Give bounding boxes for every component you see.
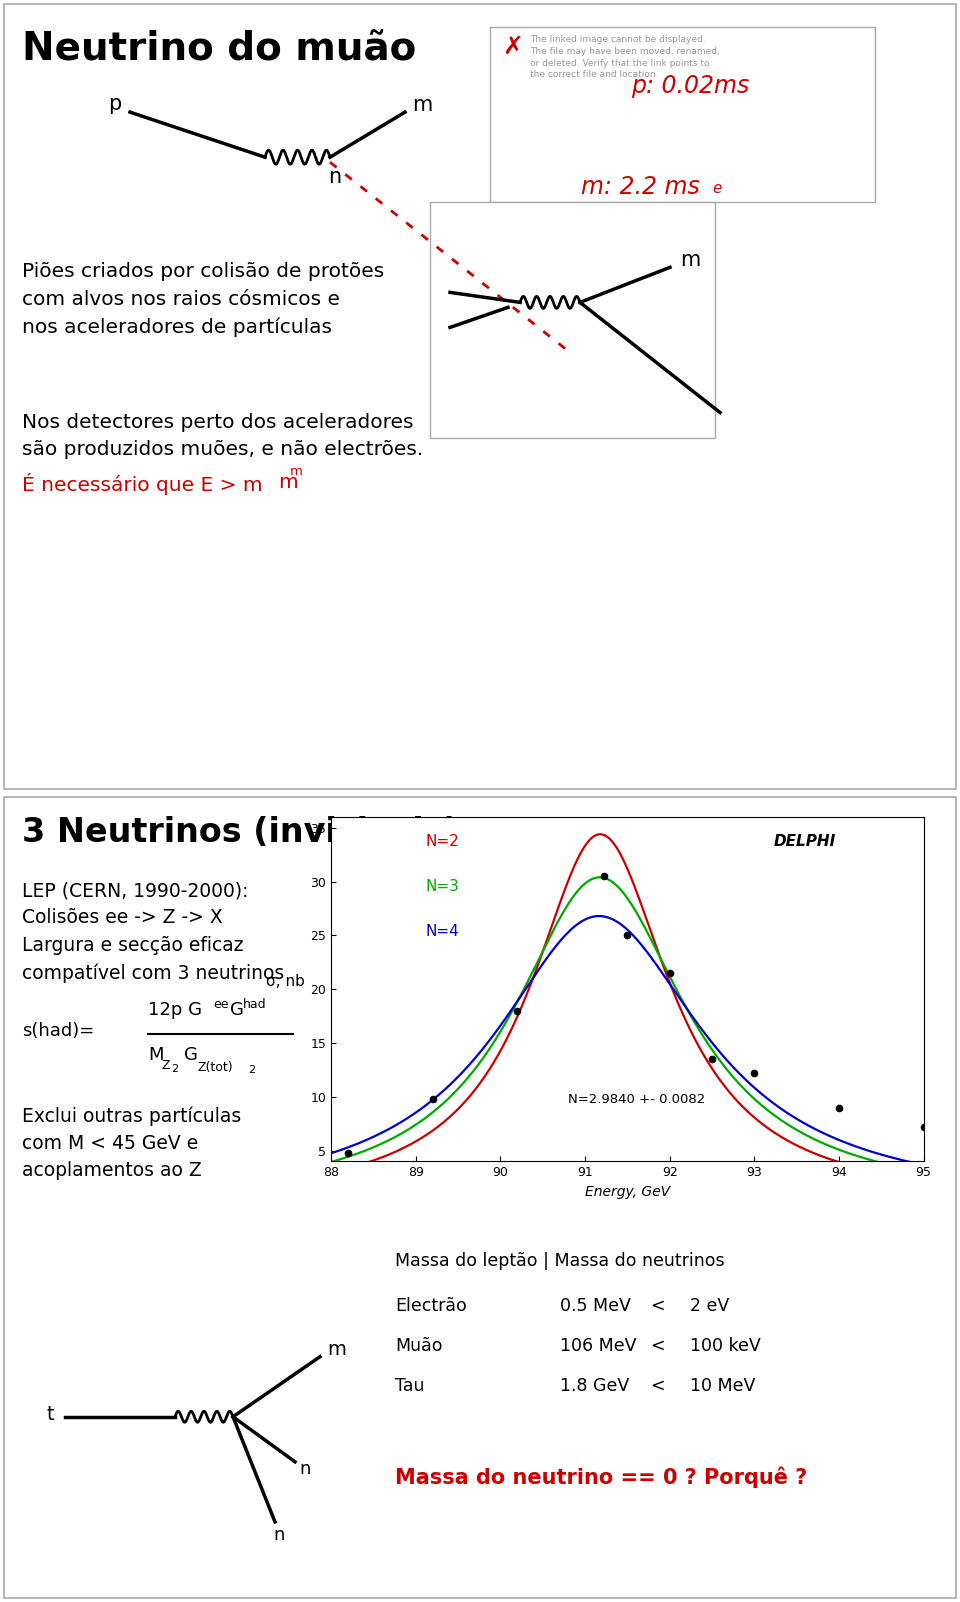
Text: ✗: ✗ <box>502 35 523 59</box>
Text: e: e <box>712 181 721 195</box>
Text: 3 Neutrinos (invisiveis): 3 Neutrinos (invisiveis) <box>22 815 459 849</box>
X-axis label: Energy, GeV: Energy, GeV <box>585 1185 670 1198</box>
Y-axis label: σ, nb: σ, nb <box>266 974 305 988</box>
Text: m: m <box>412 95 432 115</box>
Text: n: n <box>299 1459 310 1477</box>
Text: n: n <box>328 167 342 187</box>
Text: G: G <box>184 1046 198 1064</box>
Text: ee: ee <box>213 998 228 1011</box>
FancyBboxPatch shape <box>490 27 875 202</box>
Text: N=4: N=4 <box>426 924 460 939</box>
Text: Massa do neutrino == 0 ? Porquê ?: Massa do neutrino == 0 ? Porquê ? <box>395 1467 807 1488</box>
Text: M: M <box>148 1046 163 1064</box>
FancyBboxPatch shape <box>4 3 956 790</box>
Text: m: m <box>680 250 700 271</box>
Text: 2: 2 <box>171 1064 179 1075</box>
Text: Neutrino do muão: Neutrino do muão <box>22 30 417 67</box>
Text: Massa do leptão | Massa do neutrinos: Massa do leptão | Massa do neutrinos <box>395 1251 725 1269</box>
Text: t: t <box>46 1405 54 1424</box>
Text: m: m <box>327 1341 346 1358</box>
Text: <: < <box>650 1376 664 1395</box>
Text: m: m <box>278 473 298 492</box>
Text: Piões criados por colisão de protões
com alvos nos raios cósmicos e
nos acelerad: Piões criados por colisão de protões com… <box>22 263 384 336</box>
Text: <: < <box>650 1336 664 1355</box>
Text: 100 keV: 100 keV <box>690 1336 760 1355</box>
Text: Electrão: Electrão <box>395 1296 467 1315</box>
Text: DELPHI: DELPHI <box>774 835 836 849</box>
Text: 2 eV: 2 eV <box>690 1296 730 1315</box>
Text: N=2.9840 +- 0.0082: N=2.9840 +- 0.0082 <box>568 1093 706 1105</box>
Text: 2: 2 <box>248 1065 255 1075</box>
Text: G: G <box>230 1001 244 1019</box>
Text: <: < <box>650 1296 664 1315</box>
Text: Z: Z <box>162 1059 171 1072</box>
Text: 12p G: 12p G <box>148 1001 202 1019</box>
Text: Nos detectores perto dos aceleradores
são produzidos muões, e não electrões.: Nos detectores perto dos aceleradores sã… <box>22 412 423 458</box>
Text: m: 2.2 ms: m: 2.2 ms <box>581 175 700 199</box>
Text: p: p <box>108 95 122 114</box>
Text: LEP (CERN, 1990-2000):
Colisões ee -> Z -> X
Largura e secção eficaz
compatível : LEP (CERN, 1990-2000): Colisões ee -> Z … <box>22 881 284 982</box>
Text: The linked image cannot be displayed.
The file may have been moved, renamed,
or : The linked image cannot be displayed. Th… <box>530 35 720 80</box>
Text: n: n <box>273 1527 284 1544</box>
Text: m: m <box>290 465 302 477</box>
Text: 1.8 GeV: 1.8 GeV <box>560 1376 629 1395</box>
Text: 0.5 MeV: 0.5 MeV <box>560 1296 631 1315</box>
Text: É necessário que E > m: É necessário que E > m <box>22 473 263 495</box>
Text: Muão: Muão <box>395 1336 443 1355</box>
Text: Tau: Tau <box>395 1376 424 1395</box>
Text: had: had <box>243 998 267 1011</box>
Text: p: 0.02ms: p: 0.02ms <box>631 74 749 98</box>
Text: 10 MeV: 10 MeV <box>690 1376 756 1395</box>
Text: N=3: N=3 <box>426 879 460 894</box>
Text: s(had)=: s(had)= <box>22 1022 94 1040</box>
Text: Z(tot): Z(tot) <box>198 1062 233 1075</box>
Text: 106 MeV: 106 MeV <box>560 1336 636 1355</box>
Text: Exclui outras partículas
com M < 45 GeV e
acoplamentos ao Z: Exclui outras partículas com M < 45 GeV … <box>22 1107 241 1181</box>
FancyBboxPatch shape <box>4 796 956 1599</box>
FancyBboxPatch shape <box>430 202 715 437</box>
Text: N=2: N=2 <box>426 835 460 849</box>
